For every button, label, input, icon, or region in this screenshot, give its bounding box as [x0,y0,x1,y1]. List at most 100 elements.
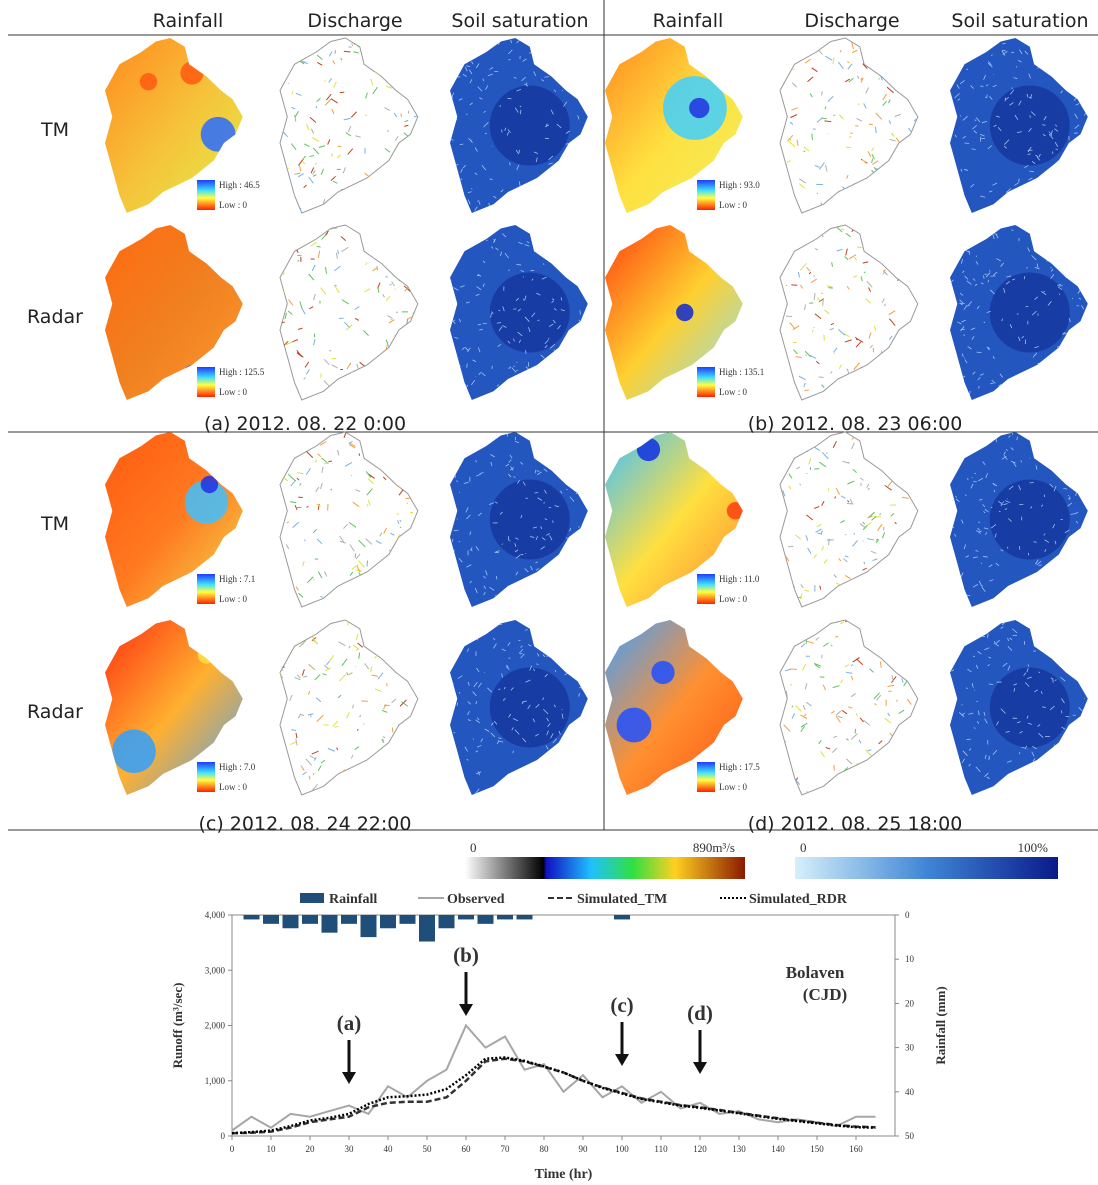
texture [1030,506,1033,509]
texture [1034,346,1039,349]
map-dark [489,479,570,560]
stream [408,536,414,541]
texture [507,97,512,100]
stream [908,752,916,758]
stream [385,343,389,351]
texture [541,537,546,541]
stream [295,92,302,97]
texture [568,76,574,81]
legend-label: Low : 0 [719,387,747,397]
stream [780,173,787,177]
texture [586,84,588,89]
texture [515,537,519,540]
texture [540,354,545,359]
texture [983,556,988,558]
texture [981,586,986,592]
stream [818,740,822,745]
texture [472,636,479,641]
stream [297,327,303,330]
texture [995,234,999,239]
texture [983,275,985,279]
y2-tick-label: 10 [905,954,915,964]
texture [451,303,455,307]
texture [1051,130,1053,135]
texture [950,251,954,255]
texture [970,449,974,453]
discharge-map [279,431,419,608]
stream [821,500,825,506]
stream [891,62,894,67]
colorbar [465,857,745,879]
texture [540,546,545,550]
texture [587,95,588,97]
stream [871,158,874,164]
texture [1052,760,1057,763]
texture [474,206,478,211]
texture [1058,293,1061,296]
stream [849,498,854,505]
texture [593,152,594,154]
stream [872,558,878,562]
stream [913,458,916,465]
texture [557,325,561,330]
stream [387,250,393,256]
texture [986,94,988,98]
texture [985,272,991,278]
texture [466,514,471,520]
texture [552,625,558,627]
texture [450,66,452,73]
stream [785,690,788,698]
texture [578,166,583,171]
stream [803,150,806,153]
stream [423,370,424,372]
stream [869,668,874,673]
stream [347,125,352,132]
texture [1041,776,1047,782]
stream [838,364,842,369]
texture [965,233,968,237]
texture [986,776,990,780]
stream [814,662,822,667]
stream [294,504,298,511]
stream [284,575,290,579]
stream [867,515,873,519]
stream [357,642,363,648]
legend-bar [197,762,215,792]
texture [550,391,555,394]
texture [975,766,981,773]
texture [1009,637,1013,641]
texture [469,548,473,552]
texture [1007,637,1010,642]
texture [498,688,501,691]
stream [830,710,835,714]
texture [563,664,566,667]
stream [903,741,911,745]
stream [814,227,819,230]
texture [534,371,537,375]
column-header: Rainfall [653,10,724,32]
stream [844,256,849,261]
texture [1075,572,1079,577]
texture [450,237,453,243]
texture [1062,331,1066,334]
texture [536,768,542,771]
texture [526,241,530,244]
stream [858,739,862,744]
texture [999,373,1004,378]
stream [331,108,335,115]
stream [330,153,333,157]
stream [290,592,295,600]
arrow-head [459,1004,473,1016]
stream [343,50,351,53]
texture [592,254,595,256]
texture [961,436,964,440]
texture [507,340,511,344]
stream [340,386,347,390]
stream [382,476,387,481]
texture [513,77,517,79]
texture [951,375,954,378]
texture [472,738,475,740]
texture [1074,271,1079,276]
stream [378,621,382,627]
stream [364,663,370,670]
